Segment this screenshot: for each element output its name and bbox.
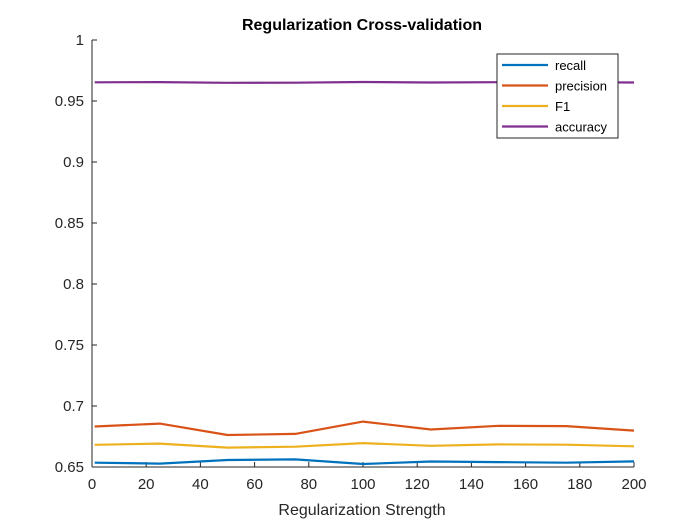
x-axis-label: Regularization Strength (278, 502, 445, 519)
x-tick-label: 160 (513, 476, 538, 493)
legend-label-recall: recall (555, 58, 586, 73)
chart-title: Regularization Cross-validation (242, 17, 482, 34)
legend-label-accuracy: accuracy (555, 120, 608, 135)
x-tick-label: 40 (192, 476, 209, 493)
x-tick-label: 80 (300, 476, 317, 493)
x-tick-label: 140 (459, 476, 484, 493)
x-tick-label: 200 (621, 476, 646, 493)
x-tick-label: 100 (350, 476, 375, 493)
legend-box (496, 53, 619, 139)
y-tick-label: 0.65 (55, 459, 84, 476)
x-tick-label: 60 (246, 476, 263, 493)
y-tick-label: 0.75 (55, 337, 84, 354)
legend-label-f1: F1 (555, 99, 570, 114)
y-tick-label: 0.95 (55, 93, 84, 110)
legend-label-precision: precision (555, 79, 607, 94)
x-tick-label: 120 (405, 476, 430, 493)
y-tick-label: 1 (76, 32, 84, 49)
series-line-precision (94, 420, 635, 437)
y-tick-label: 0.9 (63, 154, 84, 171)
y-tick-label: 0.7 (63, 398, 84, 415)
x-tick-label: 180 (567, 476, 592, 493)
plot-area: 0 20 40 60 80 100 120 140 160 180 200 0.65 0.7 0.75 0.… (55, 32, 647, 493)
legend: recall precision F1 accuracy (496, 53, 619, 139)
series-line-recall (94, 458, 635, 466)
series-line-f1 (94, 442, 635, 449)
x-tick-label: 0 (88, 476, 96, 493)
x-tick-label: 20 (138, 476, 155, 493)
y-tick-label: 0.85 (55, 215, 84, 232)
y-tick-label: 0.8 (63, 276, 84, 293)
